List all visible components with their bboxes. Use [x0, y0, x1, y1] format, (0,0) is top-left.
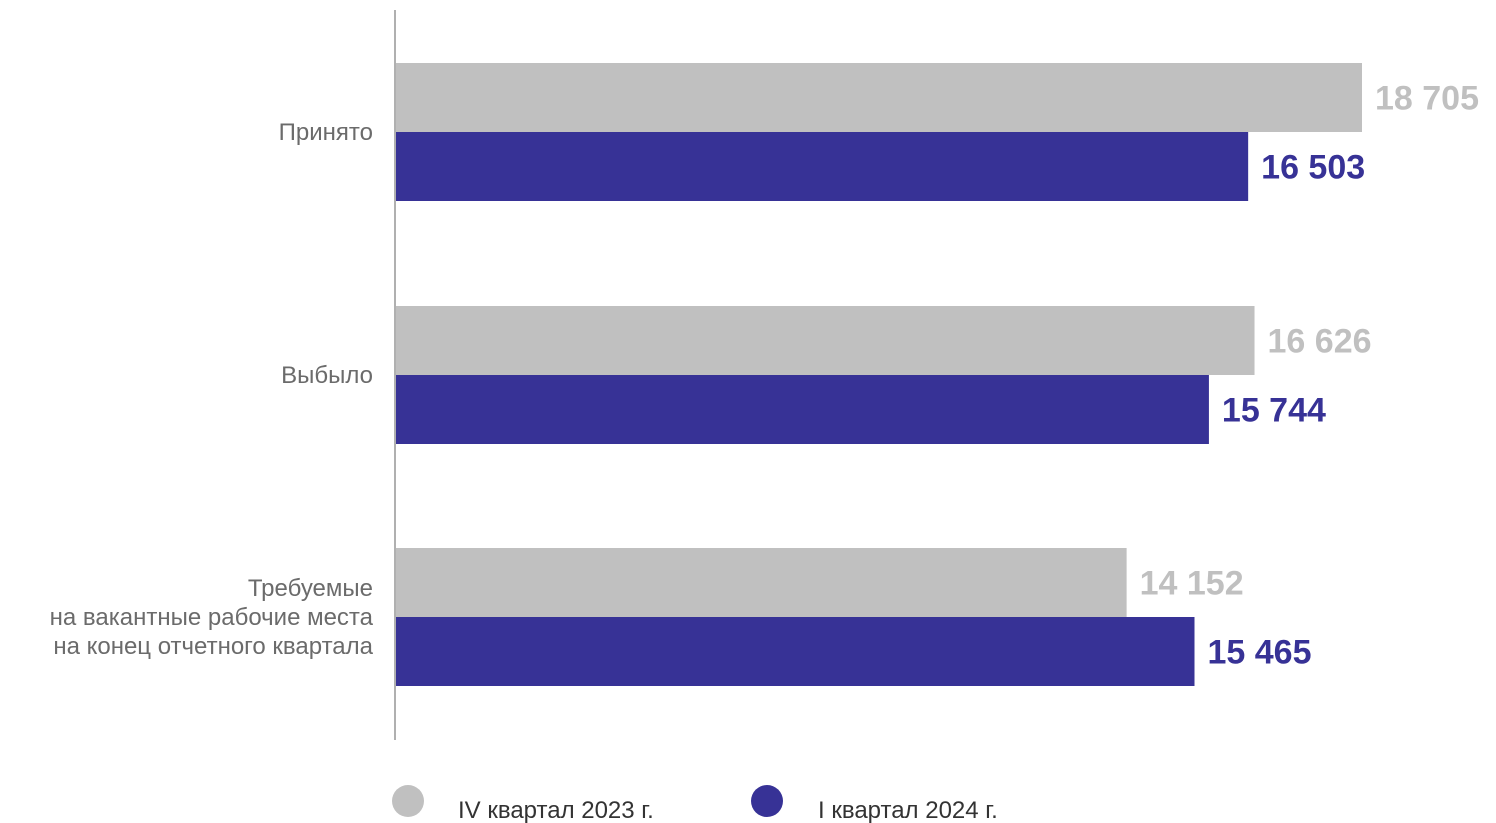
bar-q1-2024-2 [395, 617, 1195, 686]
legend-swatch-q1-2024 [751, 785, 783, 817]
value-label-q4-2023-2: 14 152 [1140, 565, 1244, 603]
legend-label-q1-2024: I квартал 2024 г. [818, 797, 998, 823]
bar-q4-2023-2 [395, 548, 1127, 617]
category-label-2-line-2: на конец отчетного квартала [53, 633, 373, 660]
value-label-q1-2024-0: 16 503 [1261, 149, 1365, 187]
category-label-2-line-0: Требуемые [248, 575, 373, 602]
value-label-q1-2024-2: 15 465 [1208, 634, 1312, 672]
category-label-1-line-0: Выбыло [281, 362, 373, 389]
category-label-0-line-0: Принято [279, 119, 373, 146]
bar-q4-2023-1 [395, 306, 1255, 375]
legend-label-q4-2023: IV квартал 2023 г. [458, 797, 654, 823]
value-label-q4-2023-1: 16 626 [1268, 323, 1372, 361]
legend-swatch-q4-2023 [392, 785, 424, 817]
bar-q1-2024-1 [395, 375, 1209, 444]
value-label-q1-2024-1: 15 744 [1222, 392, 1326, 430]
category-label-2-line-1: на вакантные рабочие места [50, 604, 374, 631]
bar-q1-2024-0 [395, 132, 1249, 201]
value-label-q4-2023-0: 18 705 [1375, 80, 1479, 118]
bar-q4-2023-0 [395, 63, 1362, 132]
legend: IV квартал 2023 г. I квартал 2024 г. [392, 785, 998, 823]
value-labels-group: 18 705 16 503 16 626 15 744 14 152 15 465 [1140, 80, 1479, 672]
bars-group [395, 63, 1362, 686]
